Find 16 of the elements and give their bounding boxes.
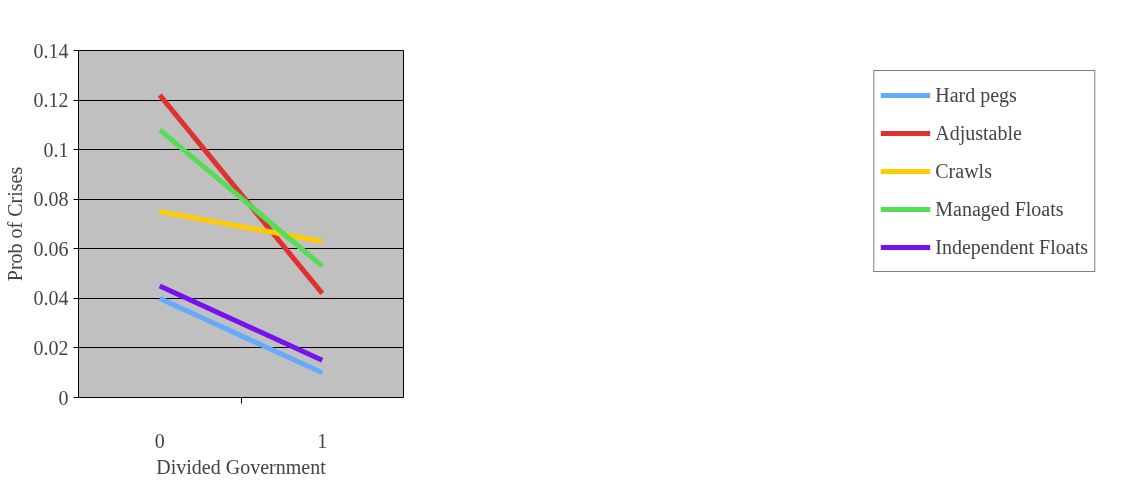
x-axis-title: Divided Government: [156, 455, 327, 478]
y-tick-label: 0.1: [43, 138, 69, 161]
y-tick-label: 0.06: [33, 237, 69, 260]
legend-label: Adjustable: [935, 120, 1022, 147]
y-tick-label: 0: [58, 386, 69, 409]
y-tick-label: 0.14: [33, 39, 69, 62]
y-axis-title: Prob of Crises: [3, 166, 26, 282]
legend-label: Managed Floats: [935, 196, 1064, 223]
y-tick-label: 0.02: [33, 336, 69, 359]
y-tick-label: 0.12: [33, 89, 69, 112]
y-tick-label: 0.08: [33, 188, 69, 211]
y-tick-label: 0.04: [33, 287, 69, 310]
legend-label: Hard pegs: [935, 82, 1017, 109]
legend-label: Crawls: [935, 158, 992, 184]
x-tick-label: 1: [317, 429, 328, 452]
legend-label: Independent Floats: [935, 234, 1088, 261]
